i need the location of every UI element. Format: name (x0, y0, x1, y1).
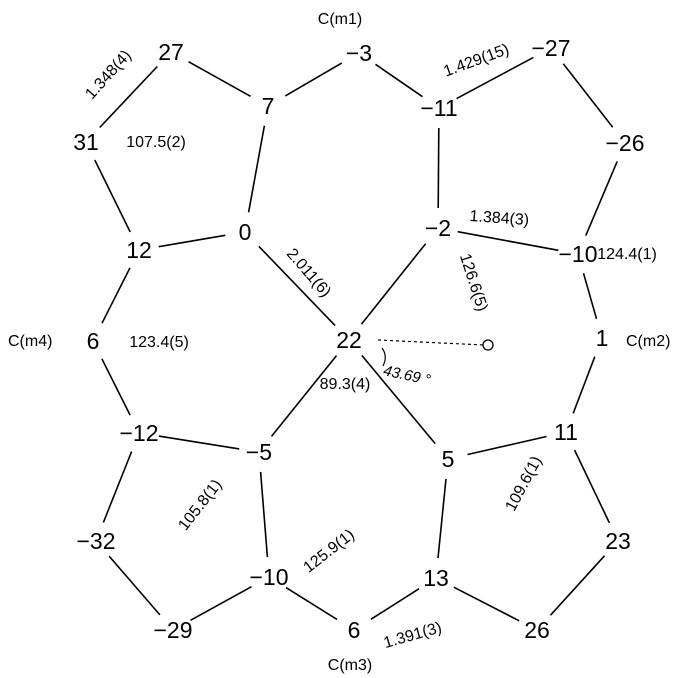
bond-metal-n1 (258, 245, 336, 327)
bond-ca3-cb3 (573, 449, 611, 524)
bond-cb2-cb2p (562, 63, 614, 128)
bond-cb4-cb4p (108, 555, 161, 616)
bond-ca4-cb4 (190, 585, 252, 622)
bond-cm4-ca1 (101, 267, 131, 324)
atom-value-n2: −2 (425, 215, 451, 241)
atom-value-cb3: 23 (605, 528, 631, 554)
bond-metal-n2 (360, 243, 427, 325)
bond-cm3-ca4 (285, 586, 338, 621)
angle-ca-n-ca-2: 105.8(1) (175, 477, 225, 534)
bond-cb2p-ca2p (585, 161, 618, 236)
bond-cb1p-ca1p (188, 61, 251, 97)
displacement-pointer (377, 339, 494, 367)
atom-value-ca4: −10 (249, 564, 288, 590)
atom-value-cb3p: 26 (524, 617, 550, 643)
atom-value-cm2: 1 (596, 325, 609, 351)
bond-ca1-cb1 (94, 159, 131, 233)
angle-arc (381, 347, 386, 367)
meso-labels: C(m1) C(m2) C(m3) C(m4) (8, 11, 670, 674)
bond-ca3p-n3 (437, 478, 447, 559)
bond-ca4p-cm4 (101, 358, 131, 416)
atom-value-ca1: 12 (126, 237, 152, 263)
atom-value-ca3: 11 (554, 419, 578, 445)
angle-ca-n-ca-3: 109.6(1) (503, 454, 546, 515)
geometry-labels: 1.348(4) 1.429(15) 1.384(3) 2.011(6) 1.3… (82, 41, 656, 652)
atom-value-n3: 5 (442, 446, 455, 472)
bond-n4-ca4 (259, 471, 269, 558)
atom-value-n1: 0 (239, 219, 252, 245)
bond-ca2p-cm2 (582, 272, 598, 320)
atom-value-metal: 22 (336, 327, 362, 353)
atom-value-cb4: −29 (153, 617, 192, 643)
bond-length-metal-n: 2.011(6) (283, 245, 334, 300)
bond-n1-ca1 (158, 234, 226, 248)
bond-metal-n4 (270, 355, 338, 437)
pointer-line (377, 339, 485, 346)
atom-value-ca1p: 7 (262, 93, 275, 119)
atom-value-ca4p: −12 (119, 420, 158, 446)
angle-metal-n-ca: 126.6(5) (456, 252, 491, 314)
bond-metal-n3 (361, 354, 436, 445)
angle-ca-cm-ca-m2: 124.4(1) (597, 246, 657, 263)
bond-lines (94, 56, 618, 622)
bond-length-ca-cm-m3: 1.391(3) (382, 619, 444, 652)
tilt-angle-label: 43.69 ° (382, 362, 432, 389)
atom-value-ca3p: 13 (423, 565, 449, 591)
atom-value-n4: −5 (246, 439, 272, 465)
meso-label-cm1: C(m1) (318, 11, 362, 28)
bond-cb1-cb1p (99, 65, 158, 129)
angle-n-metal-n: 89.3(4) (320, 376, 371, 393)
bond-ca1p-n1 (247, 125, 266, 213)
atom-value-cb1p: 27 (158, 39, 184, 65)
bond-ca1p-cm1 (284, 62, 343, 97)
atom-value-cm1: −3 (346, 40, 372, 66)
angle-ca-cm-ca-m4: 123.4(5) (129, 334, 189, 351)
bond-length-n-ca: 1.384(3) (469, 208, 530, 229)
bond-ca2-cb2 (456, 56, 534, 100)
atom-labels: 01231277−3−11−27−26−10−211123261356−10−2… (73, 35, 644, 643)
angle-ca-cm-ca-m3: 125.9(1) (301, 526, 358, 576)
atom-value-cb2p: −26 (605, 130, 644, 156)
bond-n3-ca3 (467, 435, 547, 456)
meso-label-cm4: C(m4) (8, 333, 52, 350)
bond-n2-ca2 (437, 127, 440, 209)
atom-value-cm3: 6 (348, 617, 361, 643)
atom-value-cb4p: −32 (76, 528, 115, 554)
atom-value-cm4: 6 (87, 328, 100, 354)
atom-value-cb1: 31 (73, 129, 99, 155)
atom-value-cb2: −27 (531, 35, 570, 61)
atom-value-ca2p: −10 (558, 241, 597, 267)
bond-length-cb-cb: 1.348(4) (82, 47, 135, 103)
meso-label-cm2: C(m2) (626, 333, 670, 350)
bond-cm1-ca2 (375, 63, 423, 98)
atom-value-ca2: −11 (420, 95, 457, 121)
bond-cb3-cb3p (549, 555, 606, 616)
bond-ca3p-cm3 (370, 588, 420, 620)
bond-cm2-ca3 (572, 356, 596, 414)
angle-ca-n-ca-1: 107.5(2) (126, 134, 186, 151)
bond-cb3p-ca3p (453, 586, 520, 622)
meso-label-cm3: C(m3) (328, 657, 372, 674)
bond-ca4p-n4 (158, 435, 240, 450)
pointer-end-marker (482, 339, 494, 351)
bond-cb4p-ca4p (102, 451, 133, 523)
bond-ca2p-n2 (457, 230, 559, 252)
